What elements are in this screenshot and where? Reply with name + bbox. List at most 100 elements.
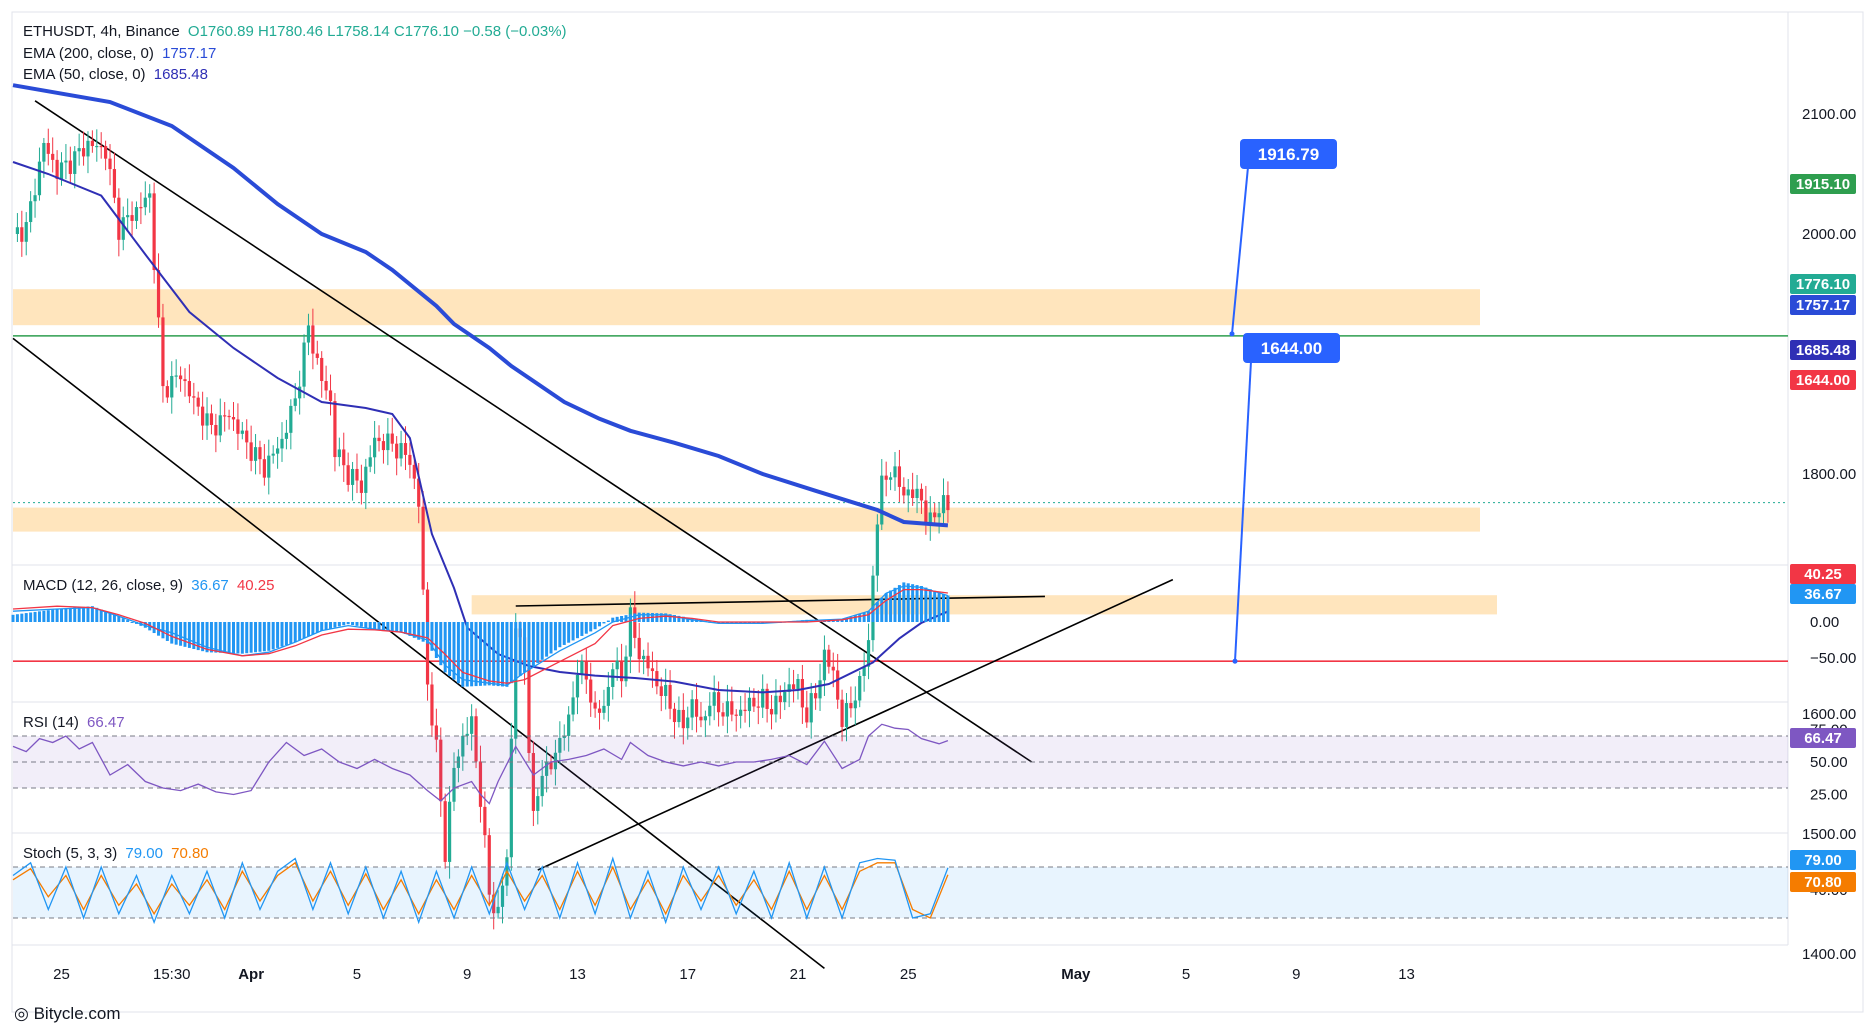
macd-histogram-bar bbox=[915, 585, 919, 622]
macd-histogram-bar bbox=[478, 622, 482, 686]
macd-histogram-bar bbox=[492, 622, 496, 686]
callout-pointer bbox=[1234, 360, 1252, 662]
candle-body bbox=[178, 375, 183, 380]
time-tick-label: 25 bbox=[900, 966, 917, 983]
candle-body bbox=[933, 512, 937, 518]
macd-histogram-bar bbox=[240, 622, 244, 654]
macd-histogram-bar bbox=[320, 622, 324, 631]
macd-histogram-bar bbox=[254, 622, 258, 653]
macd-histogram-bar bbox=[567, 622, 571, 643]
macd-histogram-bar bbox=[575, 622, 579, 639]
candle-body bbox=[33, 195, 37, 202]
candle-body bbox=[15, 227, 20, 234]
candle-body bbox=[276, 448, 280, 454]
macd-legend: MACD (12, 26, close, 9) 36.67 40.25 bbox=[23, 577, 279, 595]
macd-histogram-bar bbox=[924, 587, 928, 622]
candle-body bbox=[156, 270, 161, 318]
candle-body bbox=[346, 465, 350, 485]
macd-histogram-bar bbox=[90, 606, 94, 622]
candle-body bbox=[324, 381, 328, 391]
candle-body bbox=[818, 680, 822, 699]
candle-body bbox=[619, 660, 624, 682]
candle-body bbox=[368, 457, 372, 467]
macd-histogram-bar bbox=[214, 622, 218, 653]
candle-body bbox=[37, 161, 42, 196]
candle-body bbox=[593, 702, 597, 709]
rsi-tag-label: 66.47 bbox=[1804, 730, 1842, 747]
macd-histogram-bar bbox=[333, 622, 337, 628]
macd-tick-label: −50.00 bbox=[1810, 650, 1856, 667]
candle-body bbox=[337, 449, 341, 458]
trendline bbox=[12, 337, 825, 970]
candle-body bbox=[787, 684, 791, 692]
candle-body bbox=[209, 413, 214, 425]
candle-body bbox=[875, 524, 879, 576]
time-tick-label: 9 bbox=[463, 966, 471, 983]
macd-histogram-bar bbox=[108, 612, 112, 622]
candle-body bbox=[906, 489, 910, 496]
trendline bbox=[515, 595, 1045, 607]
macd-histogram-bar bbox=[421, 622, 425, 642]
macd-histogram-bar bbox=[20, 613, 24, 622]
candle-body bbox=[941, 495, 946, 514]
macd-histogram-bar bbox=[236, 622, 240, 654]
candle-body bbox=[227, 415, 231, 418]
macd-histogram-bar bbox=[664, 613, 668, 622]
macd-histogram-bar bbox=[593, 622, 597, 630]
candle-body bbox=[796, 679, 800, 690]
macd-histogram-bar bbox=[487, 622, 491, 686]
candle-body bbox=[690, 699, 694, 718]
price-tick-label: 2000.00 bbox=[1802, 226, 1856, 243]
macd-histogram-bar bbox=[598, 622, 602, 627]
macd-histogram-bar bbox=[417, 622, 421, 640]
candle-body bbox=[664, 684, 668, 697]
macd-histogram-bar bbox=[933, 590, 937, 622]
macd-histogram-bar bbox=[875, 602, 879, 622]
candle-body bbox=[121, 217, 125, 240]
macd-histogram-bar bbox=[725, 622, 729, 624]
candle-body bbox=[42, 142, 46, 162]
callout-label: 1644.00 bbox=[1261, 339, 1322, 358]
macd-histogram-bar bbox=[293, 622, 297, 643]
macd-histogram-bar bbox=[126, 620, 130, 622]
macd-histogram-bar bbox=[64, 608, 68, 622]
macd-histogram-bar bbox=[584, 622, 588, 634]
supply-demand-zone bbox=[471, 595, 1497, 615]
macd-histogram-bar bbox=[897, 585, 901, 622]
price-tag-label: 1644.00 bbox=[1796, 372, 1850, 389]
macd-histogram-bar bbox=[408, 622, 412, 636]
candle-body bbox=[333, 401, 337, 458]
candle-body bbox=[59, 162, 64, 180]
candle-body bbox=[170, 376, 174, 398]
price-tag-label: 1757.17 bbox=[1796, 297, 1850, 314]
price-tag-label: 1685.48 bbox=[1796, 342, 1850, 359]
macd-histogram-bar bbox=[390, 622, 394, 632]
candle-body bbox=[104, 146, 108, 159]
candle-body bbox=[642, 655, 646, 660]
brand-footer: ◎ Bitycle.com bbox=[14, 1004, 121, 1024]
supply-demand-zone bbox=[13, 507, 1480, 532]
candle-body bbox=[836, 670, 840, 700]
candle-body bbox=[531, 753, 535, 811]
price-tag bbox=[1790, 274, 1856, 294]
candle-body bbox=[355, 468, 359, 481]
macd-histogram-bar bbox=[117, 616, 121, 622]
candle-body bbox=[659, 686, 663, 697]
macd-histogram-bar bbox=[501, 622, 505, 687]
candle-body bbox=[880, 475, 884, 525]
candle-body bbox=[90, 140, 94, 147]
macd-histogram-bar bbox=[452, 622, 456, 680]
macd-histogram-bar bbox=[11, 614, 15, 622]
candle-body bbox=[650, 668, 655, 672]
candle-body bbox=[434, 725, 438, 740]
macd-histogram-bar bbox=[673, 615, 676, 622]
candle-body bbox=[725, 701, 730, 717]
candle-body bbox=[911, 489, 915, 498]
trendline bbox=[34, 100, 1033, 763]
price-tag bbox=[1790, 340, 1856, 360]
candle-body bbox=[430, 684, 434, 726]
candle-body bbox=[545, 761, 549, 776]
candle-body bbox=[196, 397, 200, 407]
price-tick-label: 1500.00 bbox=[1802, 826, 1856, 843]
macd-histogram-bar bbox=[426, 622, 430, 644]
